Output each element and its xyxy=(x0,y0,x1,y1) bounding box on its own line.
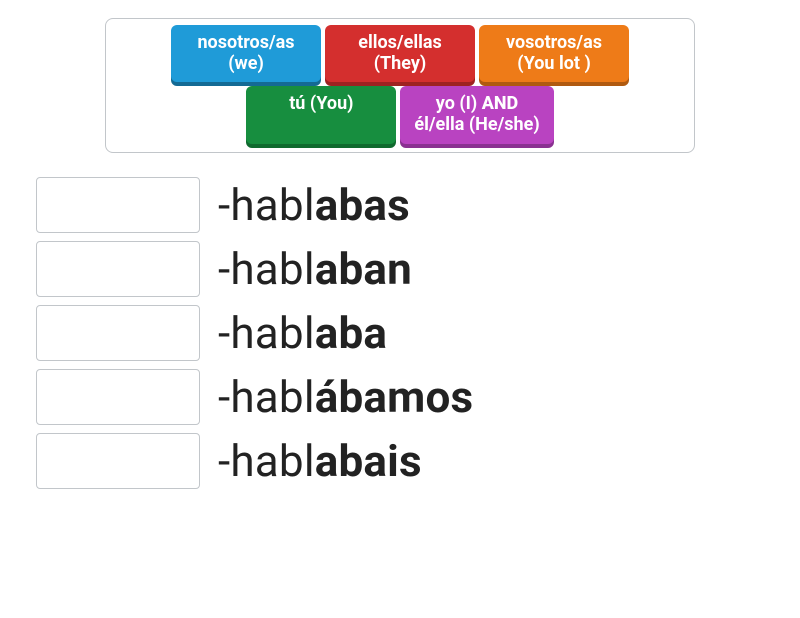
answer-text-4: -hablabais xyxy=(218,439,422,483)
match-row-4: -hablabais xyxy=(36,433,764,489)
word-tile-0[interactable]: nosotros/as(we) xyxy=(171,25,321,82)
match-row-1: -hablaban xyxy=(36,241,764,297)
drop-target-1[interactable] xyxy=(36,241,200,297)
match-row-2: -hablaba xyxy=(36,305,764,361)
word-tile-1[interactable]: ellos/ellas(They) xyxy=(325,25,475,82)
answer-text-3: -hablábamos xyxy=(218,375,473,419)
word-tile-3[interactable]: tú (You) xyxy=(246,86,396,143)
match-rows: -hablabas -hablaban -hablaba -hablábamos -ha… xyxy=(36,177,764,489)
word-bank: nosotros/as(we)ellos/ellas(They)vosotros… xyxy=(105,18,695,153)
answer-text-0: -hablabas xyxy=(218,183,410,227)
answer-text-2: -hablaba xyxy=(218,311,387,355)
match-row-3: -hablábamos xyxy=(36,369,764,425)
drop-target-3[interactable] xyxy=(36,369,200,425)
drop-target-0[interactable] xyxy=(36,177,200,233)
word-tile-2[interactable]: vosotros/as(You lot ) xyxy=(479,25,629,82)
drop-target-4[interactable] xyxy=(36,433,200,489)
word-tile-4[interactable]: yo (I) ANDél/ella (He/she) xyxy=(400,86,553,143)
answer-text-1: -hablaban xyxy=(218,247,412,291)
drop-target-2[interactable] xyxy=(36,305,200,361)
match-row-0: -hablabas xyxy=(36,177,764,233)
